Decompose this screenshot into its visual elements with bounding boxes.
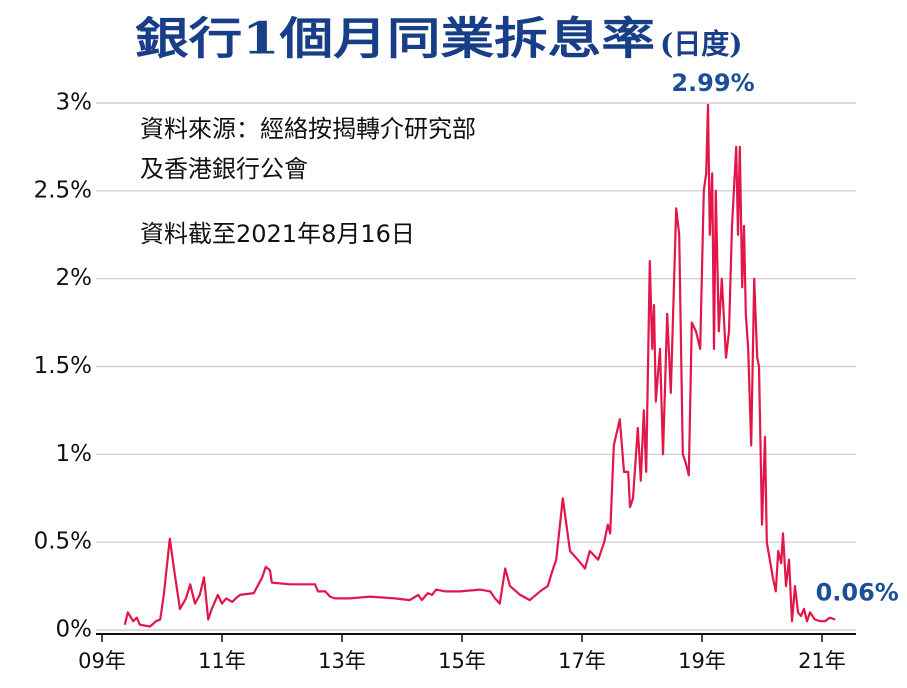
data-line [123, 103, 836, 628]
y-tick-label: 0% [56, 617, 93, 643]
x-tick-label: 15年 [438, 649, 486, 673]
x-tick-label: 11年 [198, 649, 246, 673]
x-tick-label: 13年 [318, 649, 366, 673]
x-tick-label: 17年 [558, 649, 606, 673]
y-tick-label: 2.5% [34, 177, 92, 203]
chart-subtitle: (日度) [660, 28, 743, 61]
date-note: 資料截至2021年8月16日 [140, 220, 415, 248]
y-tick-label: 3% [56, 90, 93, 116]
y-tick-label: 0.5% [34, 529, 92, 555]
x-tick-label: 09年 [78, 649, 126, 673]
x-tick-label: 19年 [678, 649, 726, 673]
source-note: 資料來源：經絡按揭轉介研究部 [140, 115, 476, 143]
y-tick-label: 1.5% [34, 353, 92, 379]
chart-title: 銀行1個月同業拆息率 [135, 14, 655, 65]
y-tick-label: 2% [56, 265, 93, 291]
y-tick-label: 1% [56, 441, 93, 467]
source-note: 及香港銀行公會 [140, 155, 308, 183]
x-tick-label: 21年 [798, 649, 846, 673]
value-label: 0.06% [816, 578, 899, 606]
value-label: 2.99% [671, 69, 754, 97]
